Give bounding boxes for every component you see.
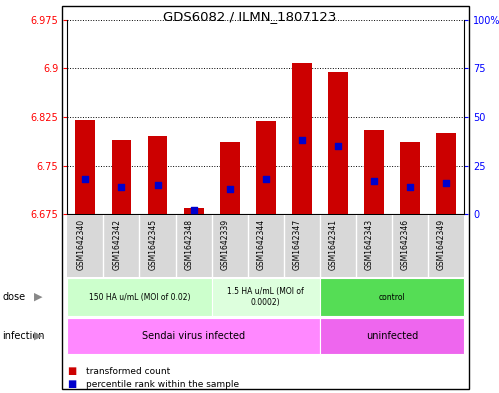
Text: GSM1642347: GSM1642347 <box>293 219 302 270</box>
Text: GSM1642348: GSM1642348 <box>185 219 194 270</box>
Text: GSM1642346: GSM1642346 <box>401 219 410 270</box>
Point <box>406 184 414 190</box>
Text: GSM1642340: GSM1642340 <box>76 219 85 270</box>
Bar <box>328 72 348 214</box>
Text: control: control <box>379 293 405 301</box>
Point <box>190 207 198 213</box>
Point <box>81 176 89 182</box>
Point <box>298 137 306 143</box>
Point <box>442 180 450 186</box>
Text: 1.5 HA u/mL (MOI of
0.0002): 1.5 HA u/mL (MOI of 0.0002) <box>228 287 304 307</box>
Point <box>370 178 378 184</box>
Point <box>154 182 162 188</box>
Bar <box>292 63 312 214</box>
Text: GSM1642339: GSM1642339 <box>221 219 230 270</box>
Point <box>334 143 342 149</box>
Point <box>226 186 234 192</box>
Point <box>261 176 269 182</box>
Bar <box>148 136 168 214</box>
Text: 150 HA u/mL (MOI of 0.02): 150 HA u/mL (MOI of 0.02) <box>89 293 190 301</box>
Text: GSM1642344: GSM1642344 <box>256 219 265 270</box>
Text: dose: dose <box>2 292 25 302</box>
Point <box>117 184 125 190</box>
Bar <box>112 140 131 214</box>
Bar <box>256 121 275 214</box>
Bar <box>220 141 240 214</box>
Text: GSM1642343: GSM1642343 <box>365 219 374 270</box>
Text: percentile rank within the sample: percentile rank within the sample <box>86 380 240 389</box>
Bar <box>436 133 456 214</box>
Text: GSM1642341: GSM1642341 <box>329 219 338 270</box>
Text: ■: ■ <box>67 366 77 376</box>
Bar <box>184 208 204 214</box>
Text: infection: infection <box>2 331 45 341</box>
Text: ▶: ▶ <box>34 292 42 302</box>
Text: GDS6082 / ILMN_1807123: GDS6082 / ILMN_1807123 <box>163 10 336 23</box>
Text: GSM1642345: GSM1642345 <box>149 219 158 270</box>
Text: ■: ■ <box>67 379 77 389</box>
Text: GSM1642342: GSM1642342 <box>112 219 121 270</box>
Text: uninfected: uninfected <box>366 331 418 341</box>
Text: ▶: ▶ <box>34 331 42 341</box>
Bar <box>364 130 384 214</box>
Text: transformed count: transformed count <box>86 367 171 376</box>
Bar <box>400 141 420 214</box>
Text: Sendai virus infected: Sendai virus infected <box>142 331 245 341</box>
Text: GSM1642349: GSM1642349 <box>437 219 446 270</box>
Bar <box>75 120 95 214</box>
